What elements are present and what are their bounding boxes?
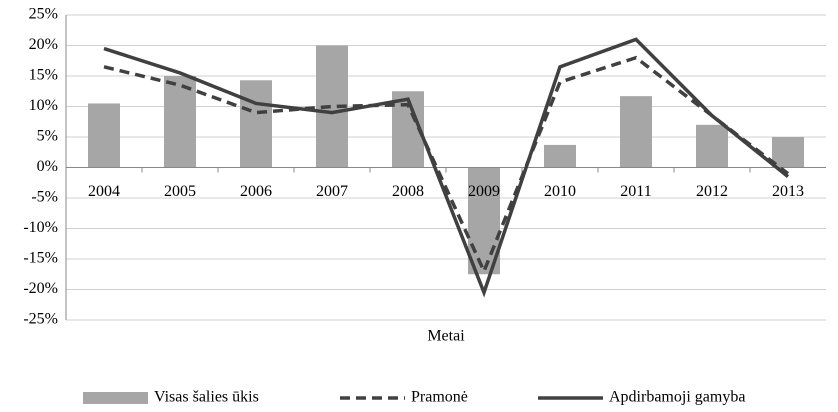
y-tick-label: 0% (37, 158, 58, 175)
line-series (103, 55, 790, 276)
y-tick-label: 5% (37, 128, 58, 145)
y-tick-label: -25% (23, 311, 58, 328)
x-tick-label: 2011 (620, 183, 651, 200)
legend-label: Apdirbamoji gamyba (609, 389, 745, 406)
x-axis-label: Metai (427, 328, 465, 345)
bar (620, 96, 652, 168)
y-tick-label: 15% (29, 67, 58, 84)
x-tick-label: 2013 (772, 183, 804, 200)
x-tick-label: 2008 (392, 183, 424, 200)
x-tick-label: 2012 (696, 183, 728, 200)
bar (772, 137, 804, 168)
y-tick-label: -5% (31, 189, 58, 206)
y-tick-label: 20% (29, 36, 58, 53)
x-tick-label: 2004 (88, 183, 120, 200)
y-tick-label: -10% (23, 219, 58, 236)
bar (88, 103, 120, 168)
line-series (103, 37, 790, 298)
x-tick-label: 2010 (544, 183, 576, 200)
legend-label: Pramonė (411, 389, 468, 406)
legend-swatch (83, 392, 148, 404)
y-tick-label: -20% (23, 280, 58, 297)
y-tick-label: 10% (29, 97, 58, 114)
bar (164, 76, 196, 168)
bar (240, 80, 272, 168)
bar (544, 144, 576, 168)
x-tick-label: 2007 (316, 183, 348, 200)
x-tick-label: 2006 (240, 183, 272, 200)
x-tick-label: 2005 (164, 183, 196, 200)
legend-label: Visas šalies ūkis (154, 389, 259, 406)
y-tick-label: -15% (23, 250, 58, 267)
y-tick-label: 25% (29, 6, 58, 23)
x-tick-label: 2009 (468, 183, 500, 200)
bar (696, 124, 728, 168)
